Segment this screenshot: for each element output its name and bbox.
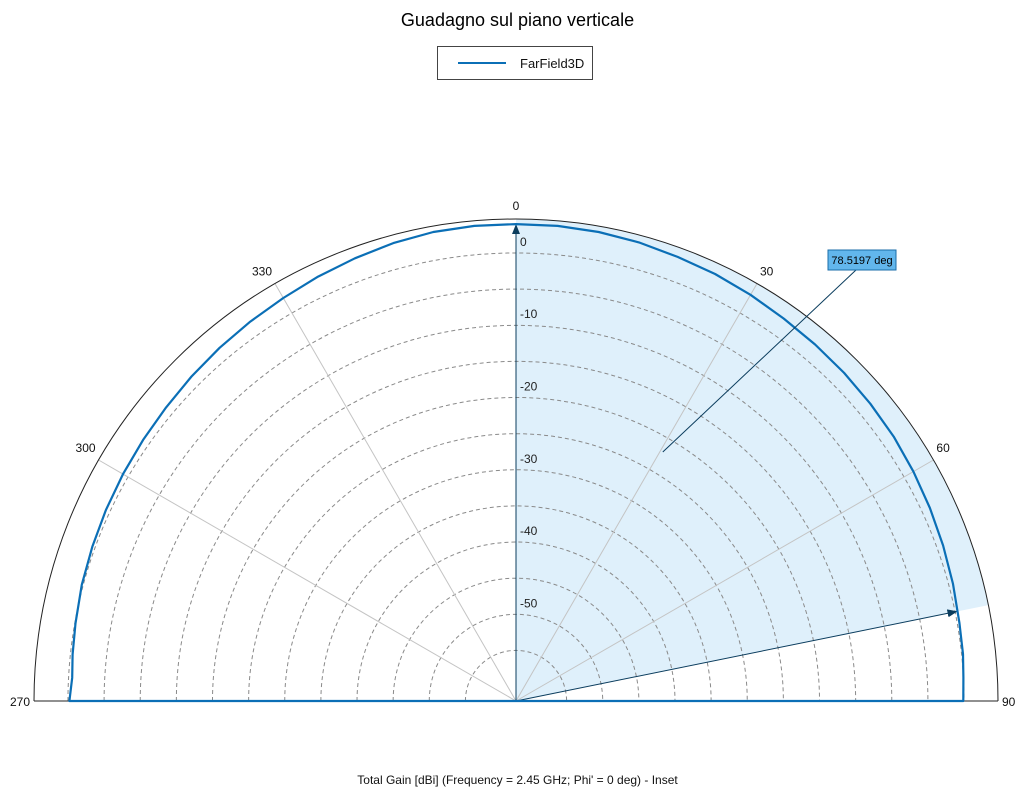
- radial-tick-label: -10: [520, 307, 538, 321]
- angular-grid-spoke: [98, 459, 517, 702]
- angular-tick-label: 90: [1002, 695, 1016, 709]
- legend-label-farfield3d: FarField3D: [520, 56, 585, 71]
- radial-grid-ring: [284, 469, 748, 702]
- radial-tick-label: -20: [520, 379, 538, 393]
- radial-tick-label: 0: [520, 235, 527, 249]
- angular-tick-label: 30: [760, 265, 774, 279]
- angular-tick-label: 330: [252, 265, 272, 279]
- angular-tick-label: 60: [936, 441, 950, 455]
- angular-grid-spoke: [274, 283, 517, 702]
- radial-grid-ring: [248, 433, 784, 702]
- sweep-pointer: [515, 609, 958, 702]
- angular-tick-label: 300: [76, 441, 96, 455]
- chart-subtitle: Total Gain [dBi] (Frequency = 2.45 GHz; …: [357, 773, 678, 787]
- series-line-farfield3d: [68, 223, 965, 703]
- angular-tick-label: 0: [513, 199, 520, 213]
- angular-grid-spoke: [515, 459, 934, 702]
- shaded-sweep-region: [516, 219, 989, 701]
- radial-grid-ring: [356, 541, 676, 702]
- marker-leader-line: [662, 269, 857, 453]
- chart-title: Guadagno sul piano verticale: [400, 10, 635, 30]
- marker-label-text: 78.5197 deg: [831, 255, 892, 267]
- angular-grid-spoke: [515, 283, 758, 702]
- angular-tick-label: 270: [10, 695, 30, 709]
- legend: FarField3D: [437, 46, 593, 80]
- marker-label-box: [827, 249, 897, 271]
- radial-tick-label: -30: [520, 452, 538, 466]
- outer-boundary-arc: [33, 218, 999, 702]
- radial-tick-label: -40: [520, 524, 538, 538]
- radial-grid-ring: [320, 505, 712, 702]
- radial-tick-label: -50: [520, 596, 538, 610]
- legend-swatch-farfield3d: [458, 62, 506, 64]
